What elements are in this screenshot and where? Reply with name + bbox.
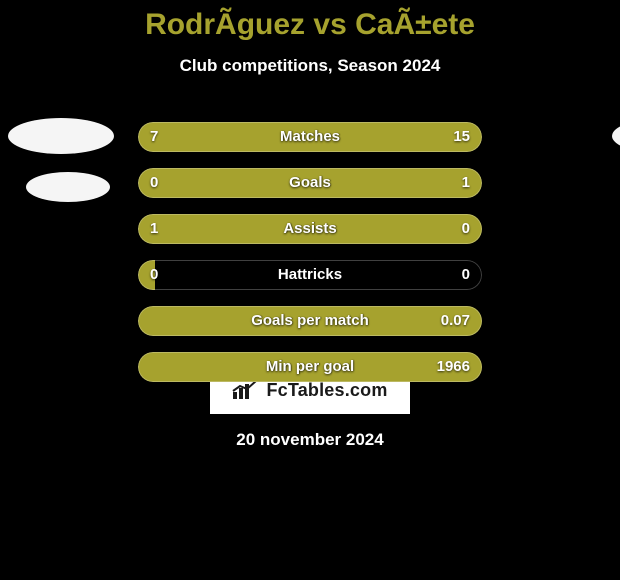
stats-list: 715Matches 01Goals 10Assists 00Hattricks 0.0…	[138, 122, 482, 398]
player-badge-ellipse	[612, 118, 620, 154]
player-badge-ellipse	[26, 172, 110, 202]
page-title: RodrÃ­guez vs CaÃ±ete	[0, 0, 620, 42]
stat-row: 1966Min per goal	[138, 352, 482, 382]
date-text: 20 november 2024	[0, 430, 620, 450]
stat-label: Matches	[138, 122, 482, 152]
stat-label: Min per goal	[138, 352, 482, 382]
stat-row: 0.07Goals per match	[138, 306, 482, 336]
stat-row: 715Matches	[138, 122, 482, 152]
stat-row: 10Assists	[138, 214, 482, 244]
subtitle: Club competitions, Season 2024	[0, 56, 620, 76]
stat-label: Assists	[138, 214, 482, 244]
stat-row: 01Goals	[138, 168, 482, 198]
stat-label: Goals per match	[138, 306, 482, 336]
player-badge-ellipse	[8, 118, 114, 154]
stat-row: 00Hattricks	[138, 260, 482, 290]
stat-label: Goals	[138, 168, 482, 198]
stat-label: Hattricks	[138, 260, 482, 290]
